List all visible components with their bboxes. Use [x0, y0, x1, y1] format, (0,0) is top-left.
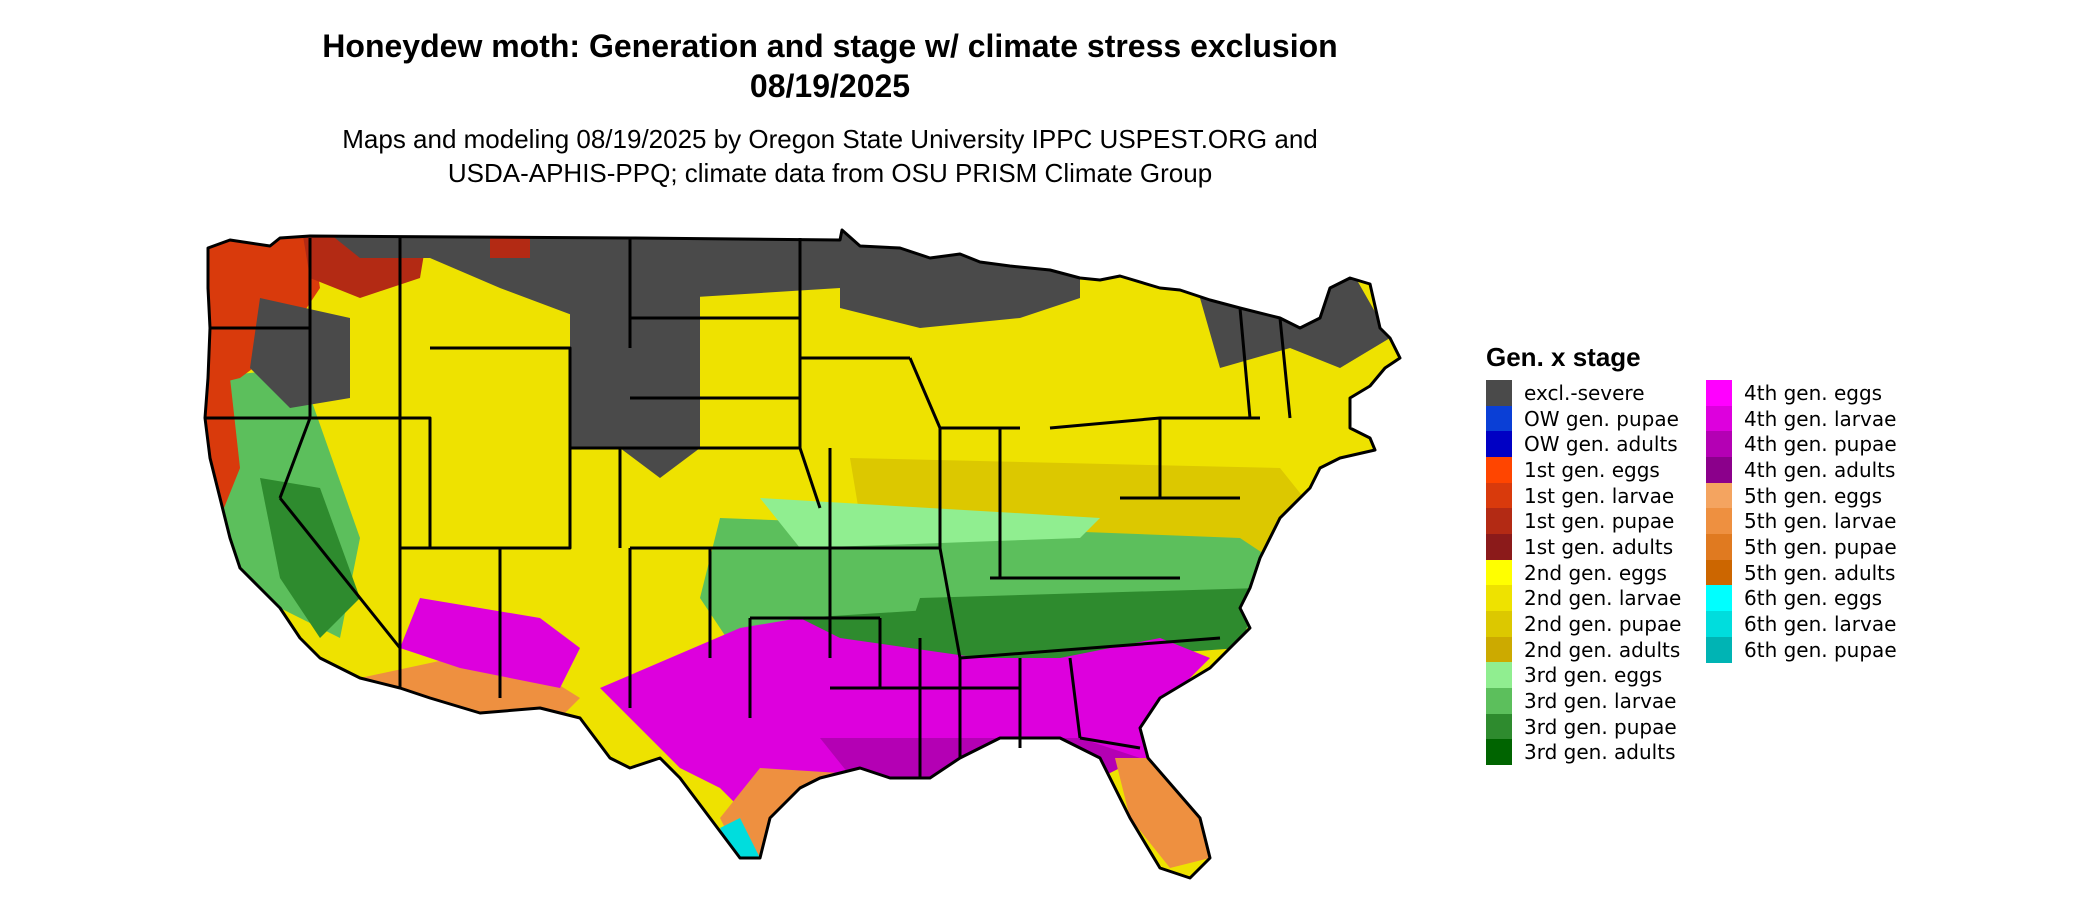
legend-label: 3rd gen. eggs [1524, 663, 1663, 688]
legend-column-2: 4th gen. eggs 4th gen. larvae 4th gen. pup… [1706, 379, 1897, 663]
legend-swatch [1486, 456, 1512, 483]
legend-label: 4th gen. eggs [1744, 380, 1883, 405]
legend-swatch [1706, 533, 1732, 560]
legend-swatch [1706, 456, 1732, 483]
legend-swatch [1706, 559, 1732, 586]
us-stage-map [203, 228, 1402, 880]
legend-swatch [1486, 508, 1512, 535]
legend-label: 5th gen. pupae [1744, 534, 1897, 559]
legend-item: 2nd gen. eggs [1486, 559, 1681, 586]
legend-item: OW gen. pupae [1486, 405, 1681, 432]
legend-swatch [1486, 611, 1512, 638]
legend-label: OW gen. pupae [1524, 406, 1679, 431]
legend-label: excl.-severe [1524, 380, 1645, 405]
legend-item: 5th gen. adults [1706, 559, 1897, 586]
legend-label: 1st gen. eggs [1524, 457, 1660, 482]
legend-swatch [1486, 713, 1512, 740]
legend-item: 3rd gen. larvae [1486, 688, 1681, 715]
legend-item: 1st gen. pupae [1486, 508, 1681, 535]
legend-item: 3rd gen. adults [1486, 739, 1681, 766]
legend-title: Gen. x stage [1486, 342, 1641, 372]
legend-swatch [1486, 533, 1512, 560]
map-date: 08/19/2025 [749, 68, 911, 104]
legend-swatch [1706, 611, 1732, 638]
legend-swatch [1706, 405, 1732, 432]
legend-item: 4th gen. eggs [1706, 379, 1897, 406]
legend-item: 3rd gen. eggs [1486, 662, 1681, 689]
legend-label: 5th gen. eggs [1744, 483, 1883, 508]
legend-label: 6th gen. larvae [1744, 612, 1897, 637]
legend-swatch [1706, 482, 1732, 509]
legend-label: 3rd gen. pupae [1524, 714, 1677, 739]
legend-item: 4th gen. pupae [1706, 431, 1897, 458]
legend-swatch [1486, 636, 1512, 663]
legend-item: OW gen. adults [1486, 431, 1681, 458]
legend-label: 5th gen. adults [1744, 560, 1896, 585]
subtitle-line-1: Maps and modeling 08/19/2025 by Oregon S… [342, 124, 1318, 154]
legend-item: 2nd gen. adults [1486, 636, 1681, 663]
legend-swatch [1486, 482, 1512, 509]
legend-item: 2nd gen. larvae [1486, 585, 1682, 612]
legend-label: 4th gen. larvae [1744, 406, 1897, 431]
legend-swatch [1706, 508, 1732, 535]
legend-item: 3rd gen. pupae [1486, 713, 1681, 740]
legend-item: 4th gen. adults [1706, 456, 1897, 483]
legend-item: 5th gen. larvae [1706, 508, 1897, 535]
legend-label: 1st gen. pupae [1524, 509, 1675, 534]
legend-label: 1st gen. larvae [1524, 483, 1675, 508]
legend-item: 5th gen. eggs [1706, 482, 1897, 509]
legend-swatch [1486, 559, 1512, 586]
legend-label: 5th gen. larvae [1744, 509, 1897, 534]
legend-swatch [1706, 585, 1732, 612]
legend-label: 3rd gen. adults [1524, 740, 1676, 765]
legend-item: 6th gen. larvae [1706, 611, 1897, 638]
legend-swatch [1486, 585, 1512, 612]
legend-item: 1st gen. larvae [1486, 482, 1681, 509]
legend-item: 2nd gen. pupae [1486, 611, 1682, 638]
legend-label: 3rd gen. larvae [1524, 689, 1677, 714]
legend-label: 2nd gen. pupae [1524, 612, 1682, 637]
subtitle-line-2: USDA-APHIS-PPQ; climate data from OSU PR… [447, 158, 1213, 188]
legend-item: 1st gen. eggs [1486, 456, 1681, 483]
legend-item: excl.-severe [1486, 379, 1681, 406]
legend-swatch [1706, 379, 1732, 406]
legend-swatch [1486, 662, 1512, 689]
legend-label: 2nd gen. eggs [1524, 560, 1667, 585]
legend-swatch [1486, 688, 1512, 715]
legend-swatch [1706, 636, 1732, 663]
legend-swatch [1486, 379, 1512, 406]
legend-item: 1st gen. adults [1486, 533, 1681, 560]
legend-label: 4th gen. pupae [1744, 432, 1897, 457]
legend-swatch [1486, 739, 1512, 766]
legend-label: 2nd gen. larvae [1524, 586, 1682, 611]
legend-swatch [1486, 431, 1512, 458]
legend-item: 4th gen. larvae [1706, 405, 1897, 432]
legend-label: 6th gen. eggs [1744, 586, 1883, 611]
legend-label: 4th gen. adults [1744, 457, 1896, 482]
legend-column-1: excl.-severe OW gen. pupae OW gen. adults 1… [1486, 379, 1682, 766]
state-borders [203, 228, 1402, 880]
legend-label: 6th gen. pupae [1744, 637, 1897, 662]
legend-item: 5th gen. pupae [1706, 533, 1897, 560]
legend-label: 2nd gen. adults [1524, 637, 1681, 662]
legend-swatch [1486, 405, 1512, 432]
legend-swatch [1706, 431, 1732, 458]
legend-label: OW gen. adults [1524, 432, 1678, 457]
legend-item: 6th gen. pupae [1706, 636, 1897, 663]
legend-label: 1st gen. adults [1524, 534, 1674, 559]
legend-item: 6th gen. eggs [1706, 585, 1897, 612]
map-title: Honeydew moth: Generation and stage w/ c… [322, 28, 1338, 64]
